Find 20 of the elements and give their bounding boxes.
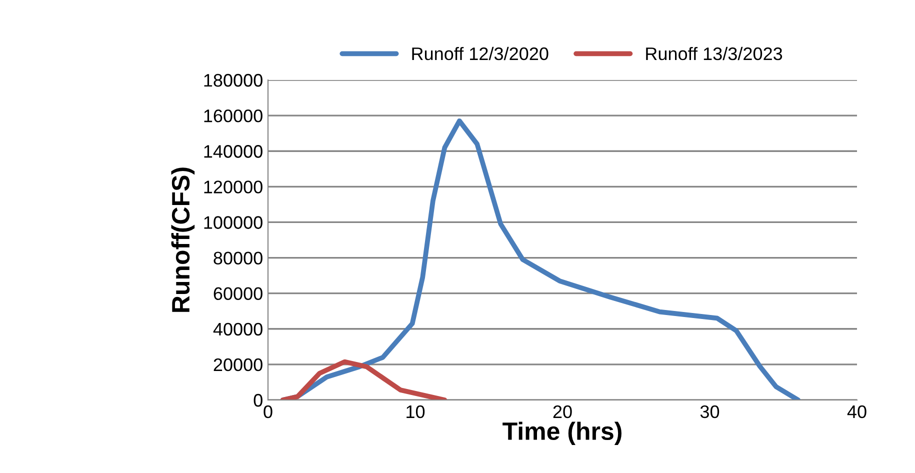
- legend-label: Runoff 13/3/2023: [646, 46, 782, 60]
- y-tick-label: 80000: [214, 252, 262, 264]
- legend-label: Runoff 12/3/2020: [412, 46, 548, 60]
- x-tick-label: 10: [406, 405, 425, 418]
- y-tick-label: 180000: [204, 74, 262, 87]
- y-tick-label: 40000: [213, 322, 262, 336]
- y-tick-label: 60000: [214, 287, 262, 300]
- x-axis-title: Time (hrs): [502, 422, 622, 445]
- line-series: [280, 359, 448, 400]
- x-tick-label: 30: [700, 405, 720, 418]
- y-tick-label: 100000: [204, 216, 262, 229]
- x-tick-label: 0: [264, 405, 272, 418]
- x-tick-label: 40: [847, 405, 866, 418]
- y-tick-label: 20000: [214, 358, 262, 372]
- y-tick-label: 140000: [204, 145, 262, 158]
- y-tick-label: 160000: [204, 109, 262, 122]
- y-tick-label: 120000: [204, 180, 262, 194]
- x-tick-label: 20: [553, 405, 572, 418]
- y-tick-label: 0: [254, 394, 262, 407]
- y-axis-title: Runoff(CFS): [171, 168, 195, 312]
